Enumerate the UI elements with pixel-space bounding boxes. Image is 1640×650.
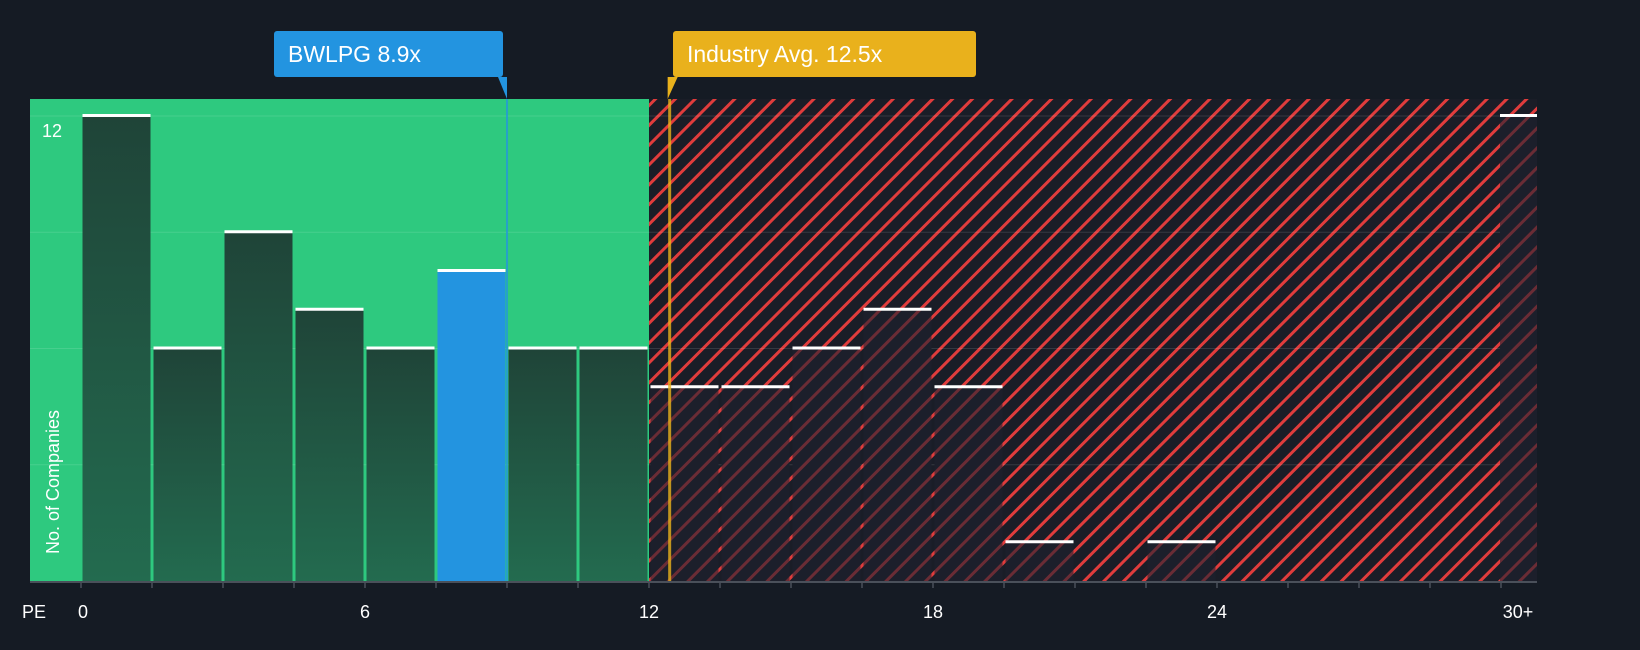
bwlpg-callout-label: BWLPG 8.9x — [288, 41, 421, 67]
bar-cap — [863, 307, 932, 311]
x-axis-label: PE — [22, 602, 46, 622]
x-tick-label: 6 — [360, 602, 370, 622]
bar-cap — [1500, 114, 1537, 117]
histogram-bar — [1147, 542, 1216, 581]
bar-cap — [366, 346, 435, 350]
industry-avg-callout: Industry Avg. 12.5x — [673, 31, 976, 77]
bwlpg-callout-pointer — [498, 77, 507, 99]
histogram-bar — [437, 271, 506, 581]
x-tick-label: 24 — [1207, 602, 1227, 622]
bar-cap — [721, 385, 790, 389]
histogram-bar — [1500, 116, 1537, 581]
industry-avg-callout-label: Industry Avg. 12.5x — [687, 41, 883, 67]
histogram-bar — [153, 348, 222, 581]
histogram-bar — [366, 348, 435, 581]
x-tick-label: 30+ — [1503, 602, 1534, 622]
histogram-bar — [82, 116, 151, 581]
histogram-bar — [224, 232, 293, 581]
x-tick-label: 18 — [923, 602, 943, 622]
histogram-bar — [650, 387, 719, 581]
histogram-bar — [1005, 542, 1074, 581]
bar-cap — [82, 114, 151, 117]
histogram-bar — [579, 348, 648, 581]
bar-cap — [792, 346, 861, 350]
bar-cap — [153, 346, 222, 350]
industry-avg-callout-pointer — [667, 77, 678, 99]
y-axis-label: No. of Companies — [43, 410, 63, 554]
x-tick-label: 0 — [78, 602, 88, 622]
bwlpg-callout: BWLPG 8.9x — [274, 31, 503, 77]
bar-cap — [1147, 540, 1216, 544]
histogram-bar — [792, 348, 861, 581]
bar-cap — [224, 230, 293, 234]
bar-cap — [579, 346, 648, 350]
bar-cap — [295, 307, 364, 311]
histogram-bar — [934, 387, 1003, 581]
y-tick-label: 12 — [42, 121, 62, 141]
histogram-bar — [863, 309, 932, 581]
bar-cap — [934, 385, 1003, 389]
x-tick-label: 12 — [639, 602, 659, 622]
histogram-bar — [295, 309, 364, 581]
bar-cap — [650, 385, 719, 389]
histogram-bar — [721, 387, 790, 581]
bar-cap — [508, 346, 577, 350]
bar-cap — [1005, 540, 1074, 544]
histogram-bar — [508, 348, 577, 581]
bar-cap — [437, 269, 506, 272]
